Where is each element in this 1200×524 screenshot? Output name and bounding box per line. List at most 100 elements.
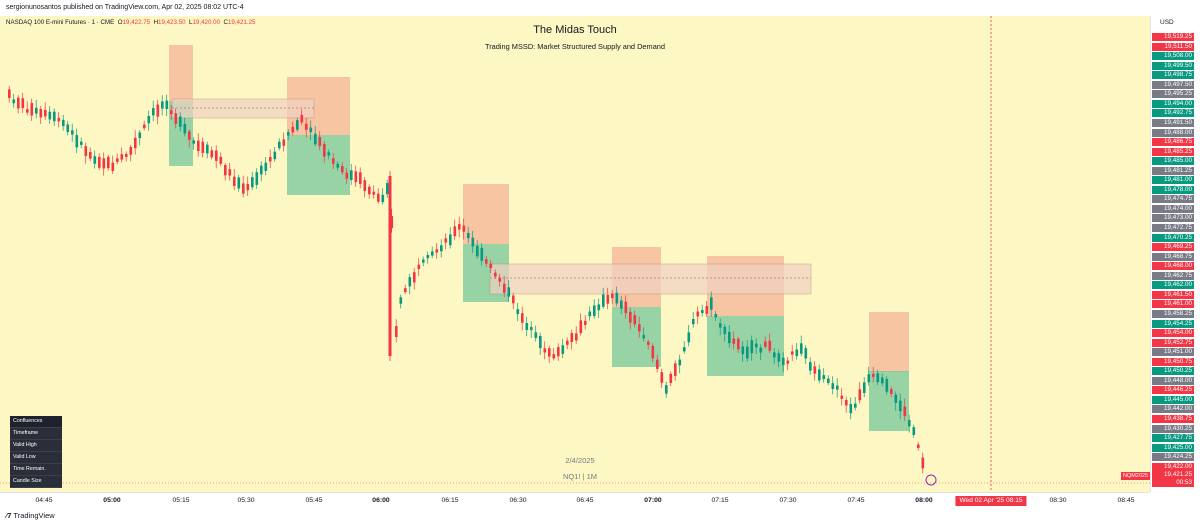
candle-body	[17, 97, 20, 109]
candle-body	[449, 234, 452, 246]
price-label: 19,498.75	[1152, 71, 1194, 80]
candle-body	[98, 156, 101, 168]
time-label: 06:30	[509, 497, 527, 504]
candle-body	[224, 164, 227, 176]
candle-body	[161, 101, 164, 109]
candle-body	[197, 140, 200, 152]
price-label: 19,472.75	[1152, 224, 1194, 232]
candle-body	[57, 117, 61, 122]
candle-body	[584, 320, 587, 326]
currency-label[interactable]: USD	[1160, 19, 1174, 26]
candle-body	[426, 255, 430, 259]
candle-body	[854, 403, 857, 408]
price-label: 19,495.25	[1152, 90, 1194, 99]
confluences-row: Time Remain.	[10, 464, 62, 476]
candle-body	[71, 130, 74, 135]
publish-info-bar: sergionunosantos published on TradingVie…	[0, 0, 1200, 16]
candle-body	[462, 225, 466, 232]
candle-body	[116, 158, 119, 162]
candle-body	[557, 347, 560, 357]
confluences-header: Confluences	[10, 416, 62, 428]
candle-body	[696, 311, 700, 317]
candle-body	[242, 183, 245, 194]
price-label: 19,486.75	[1152, 138, 1194, 147]
price-label: 19,470.25	[1152, 233, 1194, 242]
candle-body	[296, 120, 299, 130]
symbol-name: NASDAQ 100 E-mini Futures · 1 · CME	[6, 19, 115, 26]
time-label: 06:45	[576, 497, 594, 504]
candle-body	[593, 305, 596, 317]
candle-body	[134, 137, 137, 149]
candle-body	[395, 326, 398, 337]
candle-body	[750, 340, 754, 354]
candle-body	[714, 314, 718, 318]
candle-body	[786, 360, 790, 364]
candle-body	[233, 176, 236, 186]
candle-body	[170, 110, 173, 115]
candle-body	[521, 313, 524, 323]
candle-body	[809, 362, 812, 371]
price-label: 19,454.00	[1152, 329, 1194, 338]
chart-area[interactable]: NASDAQ 100 E-mini Futures · 1 · CME O19,…	[0, 16, 1200, 509]
candle-body	[651, 345, 655, 359]
candle-body	[269, 157, 272, 162]
trade-zone	[869, 312, 909, 372]
candle-body	[318, 136, 322, 147]
candle-body	[723, 326, 727, 335]
time-label: 07:00	[644, 497, 662, 504]
candle-body	[678, 359, 682, 366]
price-label: 19,508.00	[1152, 52, 1194, 61]
candle-body	[8, 89, 11, 98]
candle-body	[309, 127, 313, 133]
time-label: 08:45	[1117, 497, 1135, 504]
candle-body	[350, 170, 353, 181]
price-label: 19,511.50	[1152, 42, 1194, 51]
candle-body	[467, 233, 470, 239]
current-price-value: 19,421.25	[1163, 471, 1192, 478]
candle-body	[444, 238, 448, 243]
candle-body	[768, 340, 772, 351]
candle-body	[606, 294, 610, 304]
candle-body	[30, 103, 34, 116]
candle-body	[476, 245, 479, 257]
price-label: 19,462.75	[1152, 271, 1194, 280]
time-axis[interactable]: 04:45 05:00 05:15 05:30 05:45 06:00 06:15 06:30…	[0, 492, 1150, 509]
price-label: 19,485.25	[1152, 147, 1194, 156]
candle-body	[332, 158, 335, 164]
candle-body	[341, 166, 344, 173]
footer: ⁄7 TradingView	[0, 508, 1200, 524]
candle-body	[683, 347, 686, 352]
candle-body	[75, 135, 79, 148]
low-key: L	[189, 19, 193, 26]
candle-body	[192, 140, 196, 144]
symbol-legend[interactable]: NASDAQ 100 E-mini Futures · 1 · CME O19,…	[6, 19, 255, 26]
candle-body	[858, 389, 862, 401]
candle-body	[138, 132, 142, 139]
candlestick-chart[interactable]	[0, 16, 1150, 492]
candle-body	[26, 109, 29, 113]
candle-body	[710, 297, 713, 310]
candle-body	[408, 277, 412, 287]
candle-body	[305, 123, 308, 130]
tradingview-logo[interactable]: ⁄7 TradingView	[6, 511, 55, 520]
candle-body	[80, 141, 83, 145]
price-label: 19,446.25	[1152, 386, 1194, 395]
price-label: 19,474.00	[1152, 204, 1194, 213]
candle-body	[435, 249, 439, 253]
candle-body	[183, 123, 187, 134]
candle-body	[800, 343, 803, 354]
candle-body	[575, 333, 578, 341]
candle-body	[548, 348, 551, 357]
candle-body	[840, 395, 844, 399]
chart-plot[interactable]: NASDAQ 100 E-mini Futures · 1 · CME O19,…	[0, 16, 1150, 492]
time-cursor-label: Wed 02 Apr '25 08:15	[955, 496, 1027, 506]
countdown-value: 00:53	[1176, 479, 1192, 486]
candle-body	[377, 193, 380, 202]
price-label: 19,448.00	[1152, 376, 1194, 385]
candle-body	[404, 288, 407, 293]
candle-body	[822, 375, 826, 380]
candle-body	[327, 152, 331, 156]
candle-body	[165, 100, 169, 109]
candle-body	[759, 347, 763, 353]
price-label: 19,425.00	[1152, 443, 1194, 452]
